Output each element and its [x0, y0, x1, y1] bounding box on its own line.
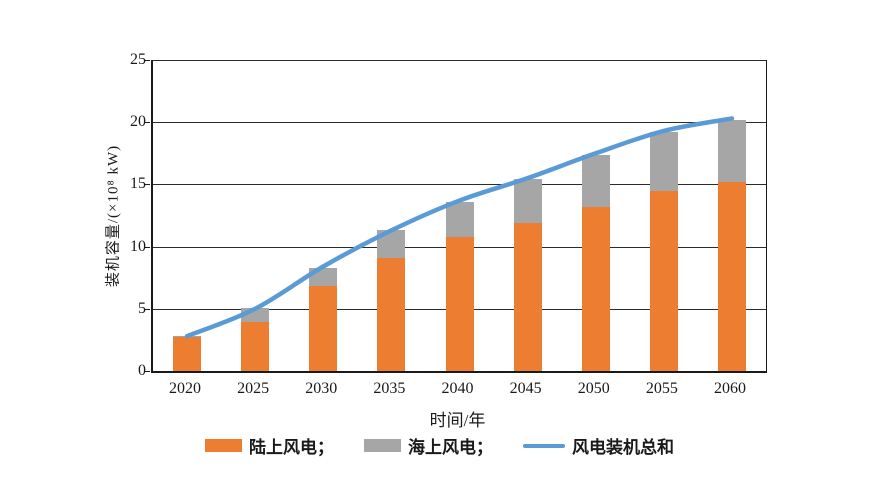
legend-bar-swatch-1: [364, 439, 401, 452]
bar-onshore-2045: [513, 222, 542, 371]
x-tick-label-2040: 2040: [441, 380, 474, 397]
y-tick-mark-0: [144, 371, 150, 372]
x-axis-title: 时间/年: [429, 411, 486, 430]
x-tick-label-2050: 2050: [577, 380, 610, 397]
bar-offshore-2055: [649, 132, 678, 191]
legend-item-2: 风电装机总和: [523, 433, 674, 458]
y-axis-title: 装机容量/(×10⁸ kW): [105, 144, 122, 288]
legend-bar-swatch-0: [205, 439, 242, 452]
bar-onshore-2060: [717, 181, 746, 371]
y-tick-label-25: 25: [130, 51, 146, 68]
y-tick-label-15: 15: [130, 175, 146, 193]
bar-offshore-2040: [445, 201, 474, 237]
y-tick-mark-5: [144, 308, 150, 310]
y-tick-mark-25: [144, 60, 150, 61]
legend-item-0: 陆上风电；: [205, 433, 334, 458]
y-tick-label-20: 20: [130, 113, 146, 131]
x-tick-label-2020: 2020: [169, 380, 202, 397]
bar-onshore-2050: [581, 206, 610, 371]
gridline-20: [153, 122, 766, 124]
legend-label-2: 风电装机总和: [572, 438, 674, 457]
plot-area: [151, 60, 767, 373]
x-tick-label-2035: 2035: [373, 380, 406, 397]
bar-onshore-2035: [377, 257, 406, 371]
legend-line-swatch-2: [523, 443, 565, 448]
bar-onshore-2040: [445, 236, 474, 371]
x-tick-label-2060: 2060: [713, 380, 746, 397]
bar-onshore-2020: [173, 337, 202, 371]
y-tick-mark-20: [144, 122, 150, 124]
total-capacity-line: [184, 116, 735, 339]
y-tick-label-5: 5: [138, 299, 146, 317]
legend-item-1: 海上风电；: [364, 433, 493, 458]
bar-offshore-2045: [513, 179, 542, 223]
bar-onshore-2055: [649, 190, 678, 371]
y-tick-label-0: 0: [138, 362, 146, 379]
total-line-layer: [184, 116, 735, 339]
gridline-15: [153, 184, 766, 186]
x-tick-label-2030: 2030: [305, 380, 338, 397]
gridline-25: [153, 60, 766, 61]
x-tick-label-2055: 2055: [645, 380, 678, 397]
y-tick-mark-10: [144, 246, 150, 248]
x-axis-line: [151, 371, 767, 373]
x-tick-label-2045: 2045: [509, 380, 542, 397]
x-tick-label-2025: 2025: [237, 380, 270, 397]
y-tick-label-10: 10: [130, 237, 146, 255]
chart-legend: 陆上风电； 海上风电； 风电装机总和: [0, 433, 879, 458]
y-tick-mark-15: [144, 184, 150, 186]
bar-offshore-2060: [717, 119, 746, 182]
legend-label-1: 海上风电；: [408, 438, 493, 457]
bar-onshore-2025: [241, 322, 270, 371]
legend-label-0: 陆上风电；: [249, 438, 334, 457]
bar-offshore-2050: [581, 154, 610, 207]
bar-onshore-2030: [309, 286, 338, 371]
